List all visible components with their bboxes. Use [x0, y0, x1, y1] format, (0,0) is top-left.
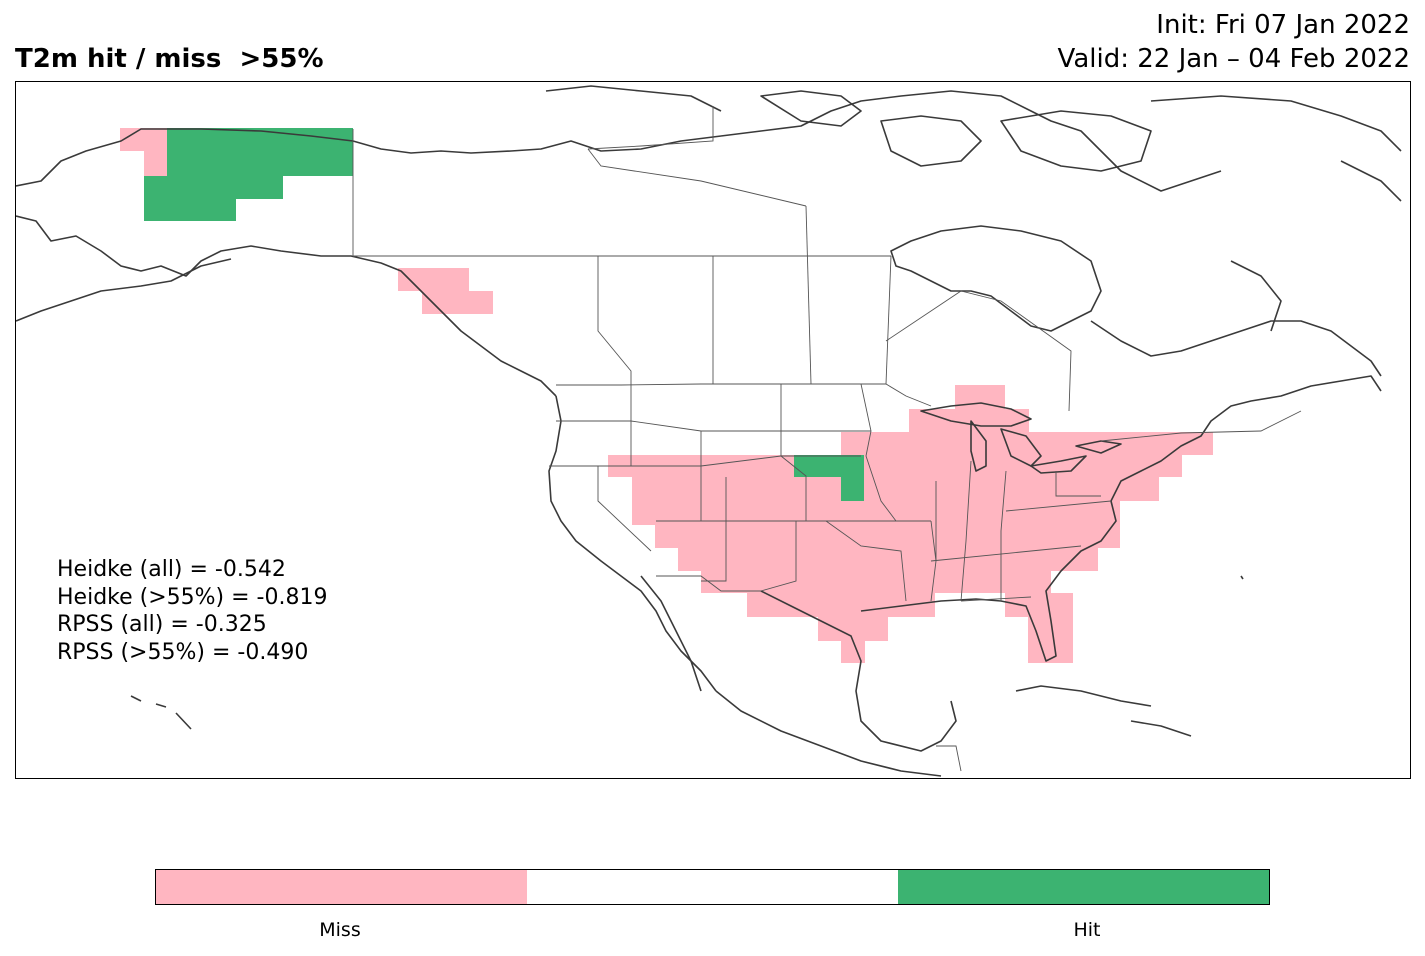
- chart-title: T2m hit / miss >55%: [15, 44, 324, 74]
- colorbar-hit-segment: [898, 870, 1269, 904]
- colorbar-neutral-segment: [527, 870, 898, 904]
- valid-period: Valid: 22 Jan – 04 Feb 2022: [1057, 44, 1410, 74]
- rpss-all: RPSS (all) = -0.325: [57, 612, 267, 637]
- heidke-all: Heidke (all) = -0.542: [57, 557, 286, 582]
- heidke-above-55: Heidke (>55%) = -0.819: [57, 584, 328, 610]
- miss-cells-se-alaska: [398, 268, 493, 314]
- rpss-above-55: RPSS (>55%) = -0.490: [57, 639, 309, 665]
- init-date: Init: Fri 07 Jan 2022: [1156, 10, 1410, 40]
- colorbar-label-hit: Hit: [1073, 919, 1101, 941]
- miss-cells-alaska: [120, 128, 167, 176]
- hit-cells-alaska: [144, 128, 353, 221]
- coastlines: [16, 85, 1402, 777]
- skill-scores: Heidke (all) = -0.542 Heidke (>55%) = -0…: [57, 556, 327, 666]
- miss-cells-conus: [608, 385, 1213, 663]
- hit-cells-nebraska: [794, 455, 864, 501]
- map-svg: [16, 85, 1402, 777]
- colorbar: [155, 869, 1270, 905]
- hit-miss-cells: [120, 128, 1213, 663]
- colorbar-miss-segment: [156, 870, 527, 904]
- map-panel: [15, 81, 1411, 779]
- political-borders: [352, 106, 1302, 772]
- colorbar-label-miss: Miss: [319, 919, 361, 941]
